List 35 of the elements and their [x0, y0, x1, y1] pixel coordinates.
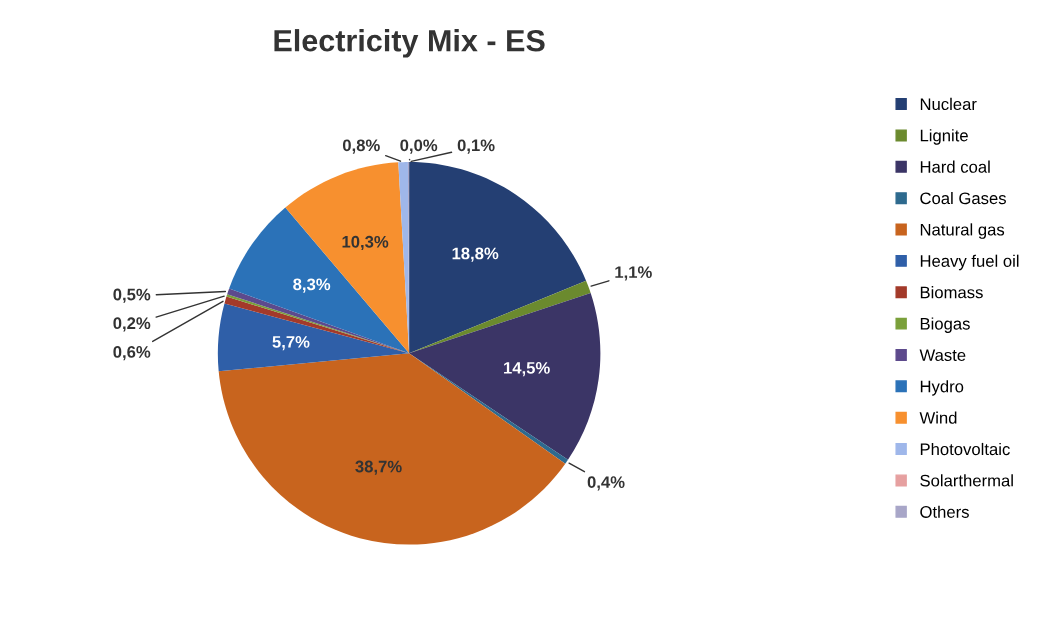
- data-label: 14,5%: [504, 362, 550, 377]
- legend-label: Coal Gases: [920, 191, 1006, 205]
- pie-slice: [409, 293, 601, 460]
- legend-label: Hydro: [920, 380, 964, 396]
- data-label: 0,6%: [113, 346, 151, 361]
- pie-slice: [217, 303, 410, 372]
- data-label: 0,4%: [587, 476, 625, 491]
- legend-label: Waste: [919, 349, 966, 362]
- data-label: 10,3%: [342, 235, 389, 251]
- pie-slice: [218, 353, 566, 545]
- text: 0,0%: [400, 139, 438, 154]
- pie-slice: [229, 207, 410, 354]
- chart-title: Electricity Mix - ES: [274, 29, 545, 58]
- legend-label: Heavy fuel oil: [920, 254, 1019, 271]
- data-label: 0,5%: [113, 288, 151, 303]
- data-label: 1,1%: [615, 266, 652, 281]
- pie-slice: [409, 280, 591, 354]
- legend-label: Nuclear: [920, 97, 977, 111]
- data-label: 18,8%: [452, 247, 499, 262]
- legend-label: Others: [920, 505, 969, 518]
- data-label: 0,2%: [113, 317, 151, 332]
- data-label: 5,7%: [272, 336, 310, 351]
- data-label: 0,1%: [457, 139, 495, 154]
- legend-label: Lignite: [920, 129, 968, 145]
- legend-label: Biomass: [920, 286, 983, 299]
- data-label: 38,7%: [355, 460, 402, 475]
- legend-label: Photovoltaic: [920, 442, 1010, 456]
- data-label: 8,3%: [293, 278, 331, 293]
- legend-label: Solarthermal: [920, 474, 1013, 487]
- legend-label: Biogas: [920, 317, 970, 333]
- legend-label: Natural gas: [920, 223, 1005, 239]
- legend-label: Hard coal: [920, 160, 990, 173]
- data-label: 0,8%: [342, 139, 380, 154]
- legend-label: Wind: [919, 411, 957, 424]
- pie-slice: [409, 162, 587, 354]
